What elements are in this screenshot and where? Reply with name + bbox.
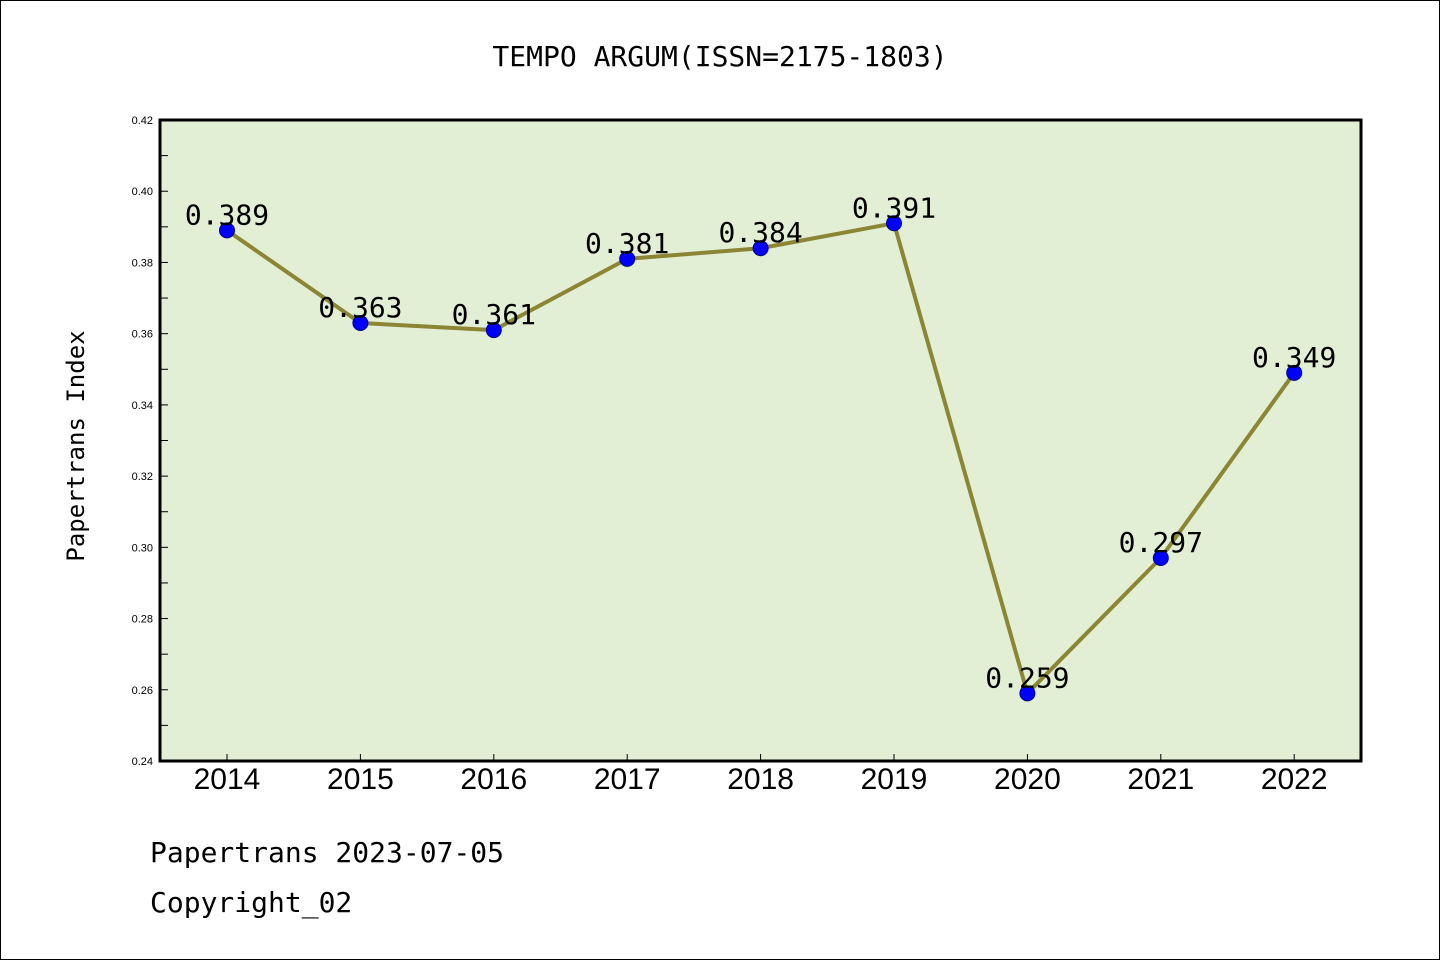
footer-copyright-text: Copyright_02 [150,886,353,919]
x-tick-label: 2022 [1261,763,1328,796]
y-tick-label: 0.38 [132,257,153,269]
data-labels-layer: 0.389 0.363 0.361 0.381 0.384 0.391 0.259 0.297… [185,191,1336,694]
x-tick-label: 2019 [861,763,928,796]
x-tick-label: 2020 [994,763,1061,796]
x-axis: 2014 2015 2016 2017 2018 2019 2020 2021 2022 [194,754,1328,796]
y-tick-label: 0.32 [132,471,153,483]
data-label: 0.297 [1119,526,1203,559]
data-point [1019,685,1036,702]
y-axis: 0.24 0.26 0.28 0.30 0.32 0.34 0.36 0.38 0.40 0.42 [132,115,168,768]
data-label: 0.391 [852,191,936,224]
y-axis-label: Papertrans Index [62,330,90,561]
footer-date-text: Papertrans 2023-07-05 [150,836,505,869]
x-tick-label: 2017 [594,763,661,796]
data-point [1286,364,1303,381]
y-tick-label: 0.28 [132,614,153,626]
data-label: 0.384 [718,216,802,249]
data-point [752,240,769,257]
data-point [485,322,502,339]
y-tick-label: 0.24 [132,756,153,768]
plot-area [158,118,1363,763]
data-label: 0.363 [318,291,402,324]
data-label: 0.259 [985,661,1069,694]
data-point [219,222,235,239]
data-label: 0.349 [1252,341,1336,374]
y-tick-label: 0.26 [132,685,153,697]
x-tick-label: 2021 [1127,763,1194,796]
data-point [886,215,902,232]
y-tick-label: 0.42 [132,115,153,127]
y-tick-label: 0.40 [132,186,153,198]
x-tick-label: 2018 [727,763,794,796]
y-tick-label: 0.30 [132,542,153,554]
y-tick-label: 0.34 [132,400,153,412]
x-tick-label: 2015 [327,763,394,796]
data-point [352,314,369,331]
chart-title: TEMPO ARGUM(ISSN=2175-1803) [492,40,947,73]
data-point [1152,550,1169,567]
series-layer [219,215,1303,702]
data-label: 0.381 [585,227,669,260]
data-label: 0.389 [185,198,269,231]
data-point [619,250,636,267]
x-tick-label: 2014 [194,763,261,796]
x-tick-label: 2016 [460,763,527,796]
y-tick-label: 0.36 [132,329,153,341]
data-label: 0.361 [452,298,536,331]
